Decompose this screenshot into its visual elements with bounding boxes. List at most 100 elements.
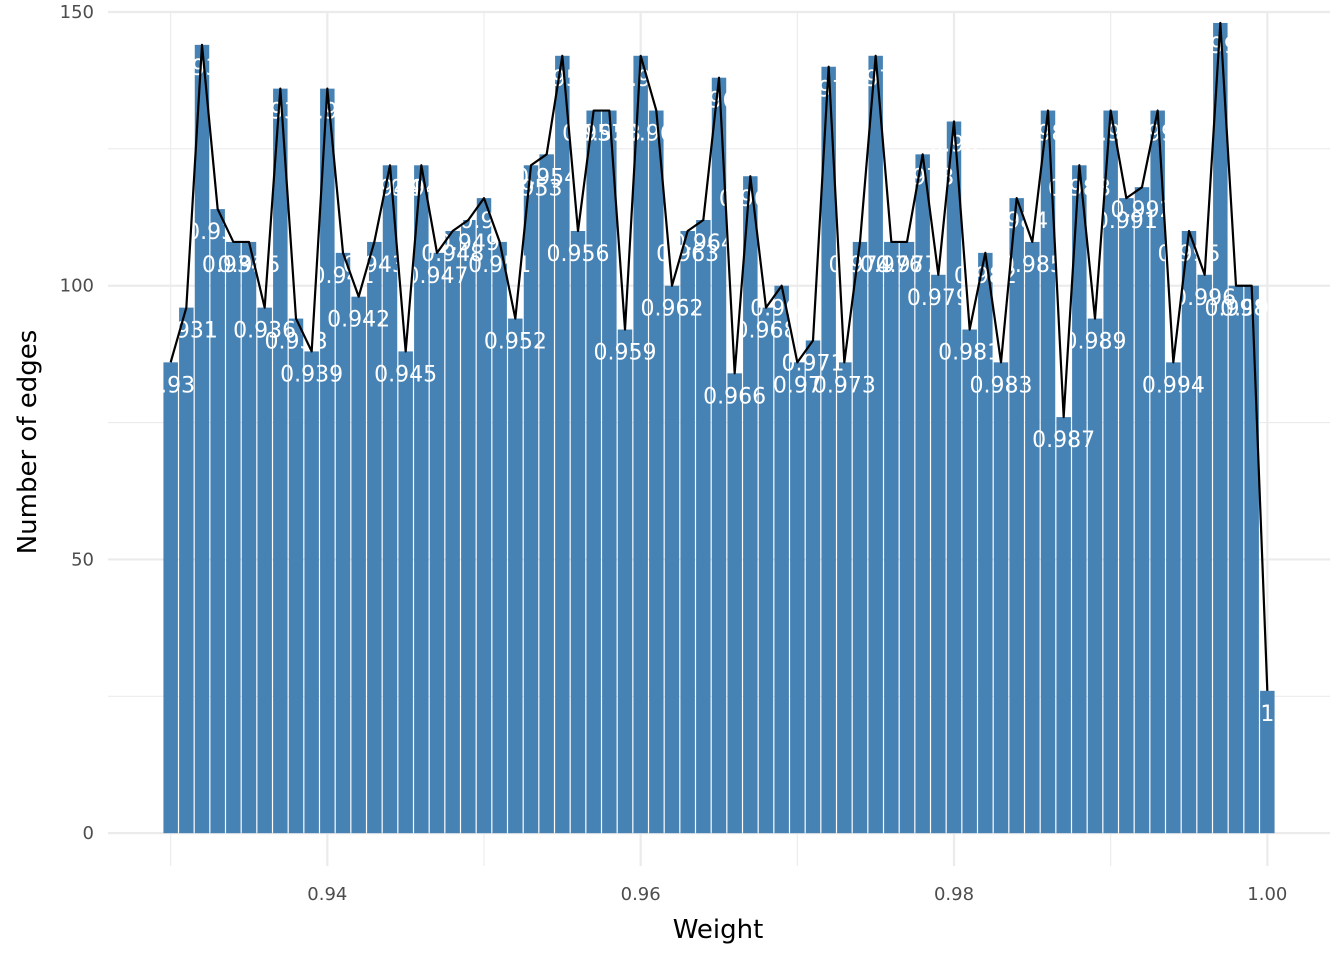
bar (382, 165, 398, 834)
bars (163, 22, 1275, 834)
bar-label: 0.959 (594, 341, 657, 366)
trend-line (169, 21, 1269, 691)
bar-label: 0.971 (782, 351, 845, 376)
bar (429, 252, 445, 834)
bar (523, 165, 539, 834)
bar-label: 0.93 (146, 373, 195, 398)
bar (1228, 285, 1244, 834)
bar (743, 176, 758, 834)
bar-label: 0.952 (484, 330, 547, 355)
bar-label: 0.962 (641, 297, 704, 322)
bar-label: 0.938 (265, 330, 328, 355)
x-axis-title: Weight (673, 915, 764, 945)
bar (649, 110, 664, 834)
bar (241, 241, 257, 834)
bar (1025, 241, 1040, 834)
bar-label: 0.998 (1205, 297, 1268, 322)
bar-label: 0.963 (656, 242, 719, 267)
bar (194, 44, 210, 834)
bar-label: 0.949 (437, 231, 500, 256)
bar-label: 0.99 (1086, 122, 1135, 147)
bar (257, 307, 272, 834)
bar-label: 0.984 (985, 209, 1048, 234)
bar-label: 0.947 (406, 264, 469, 289)
bar (1166, 362, 1181, 834)
bar (476, 198, 492, 834)
x-tick-label: 0.96 (621, 884, 661, 905)
bar-label: 0.994 (1142, 373, 1205, 398)
bar-label: 0.991 (1095, 209, 1158, 234)
bar (884, 241, 899, 834)
bar (1103, 110, 1118, 834)
bar-label: 0.978 (891, 165, 954, 190)
bar-label: 0.989 (1064, 330, 1127, 355)
bar (1260, 690, 1275, 834)
bar (586, 110, 601, 834)
bar-label: 0.973 (813, 373, 876, 398)
x-tick-label: 0.98 (934, 884, 974, 905)
bar (461, 220, 476, 834)
bar (602, 110, 617, 834)
bar (1134, 187, 1150, 834)
bar (179, 307, 194, 834)
bar (1087, 318, 1103, 834)
x-tick-label: 1.00 (1247, 884, 1287, 905)
y-tick-label: 0 (83, 823, 94, 844)
bar (414, 165, 429, 834)
bar-label: 0.97 (773, 373, 822, 398)
bar (304, 351, 319, 834)
bar (899, 241, 915, 834)
bar (993, 362, 1009, 834)
bar (837, 362, 852, 834)
bar (821, 66, 836, 834)
bar (617, 329, 633, 834)
bar (1213, 22, 1228, 834)
bar-labels: 0.930.9310.9320.9330.9340.9350.9360.9370… (146, 34, 1283, 727)
y-axis-title: Number of edges (13, 330, 43, 555)
bar (570, 230, 586, 834)
bar (163, 362, 178, 834)
bar (508, 318, 523, 834)
bar-label: 0.983 (970, 373, 1033, 398)
bar (445, 230, 460, 834)
bar-label: 0.954 (515, 165, 578, 190)
bar-label: 0.944 (359, 176, 422, 201)
bar (1181, 230, 1197, 834)
x-tick-label: 0.94 (307, 884, 347, 905)
bar-label: 0.968 (735, 319, 798, 344)
bar (978, 252, 993, 834)
bar (367, 241, 382, 834)
bar-label: 0.996 (1173, 286, 1236, 311)
bar (539, 154, 554, 834)
bar (774, 285, 789, 834)
bar (1244, 285, 1259, 834)
bar-label: 0.955 (531, 67, 594, 92)
y-tick-label: 50 (71, 549, 94, 570)
bar (1009, 198, 1024, 834)
bar (210, 209, 225, 834)
axes: 0 50 100 150 0.94 0.96 0.98 1.00 (60, 2, 1288, 905)
bar (1040, 110, 1056, 834)
bar-label: 0.981 (938, 341, 1001, 366)
bar (805, 340, 821, 834)
bar (696, 220, 711, 834)
y-tick-label: 150 (60, 2, 94, 23)
bar-label: 0.936 (233, 319, 296, 344)
bar (1056, 417, 1071, 834)
bar-label: 0.943 (343, 253, 406, 278)
trend-line-group (169, 21, 1269, 691)
bar (915, 154, 930, 834)
bar (1072, 165, 1087, 834)
bar-label: 0.953 (500, 176, 563, 201)
bar (946, 121, 962, 834)
bar (1197, 274, 1212, 834)
bar (664, 285, 680, 834)
bar-label: 0.979 (907, 286, 970, 311)
bar (398, 351, 413, 834)
bar-label: 0.931 (155, 319, 218, 344)
bar-label: 0.942 (327, 308, 390, 333)
bar (335, 252, 351, 834)
bar (758, 307, 774, 834)
